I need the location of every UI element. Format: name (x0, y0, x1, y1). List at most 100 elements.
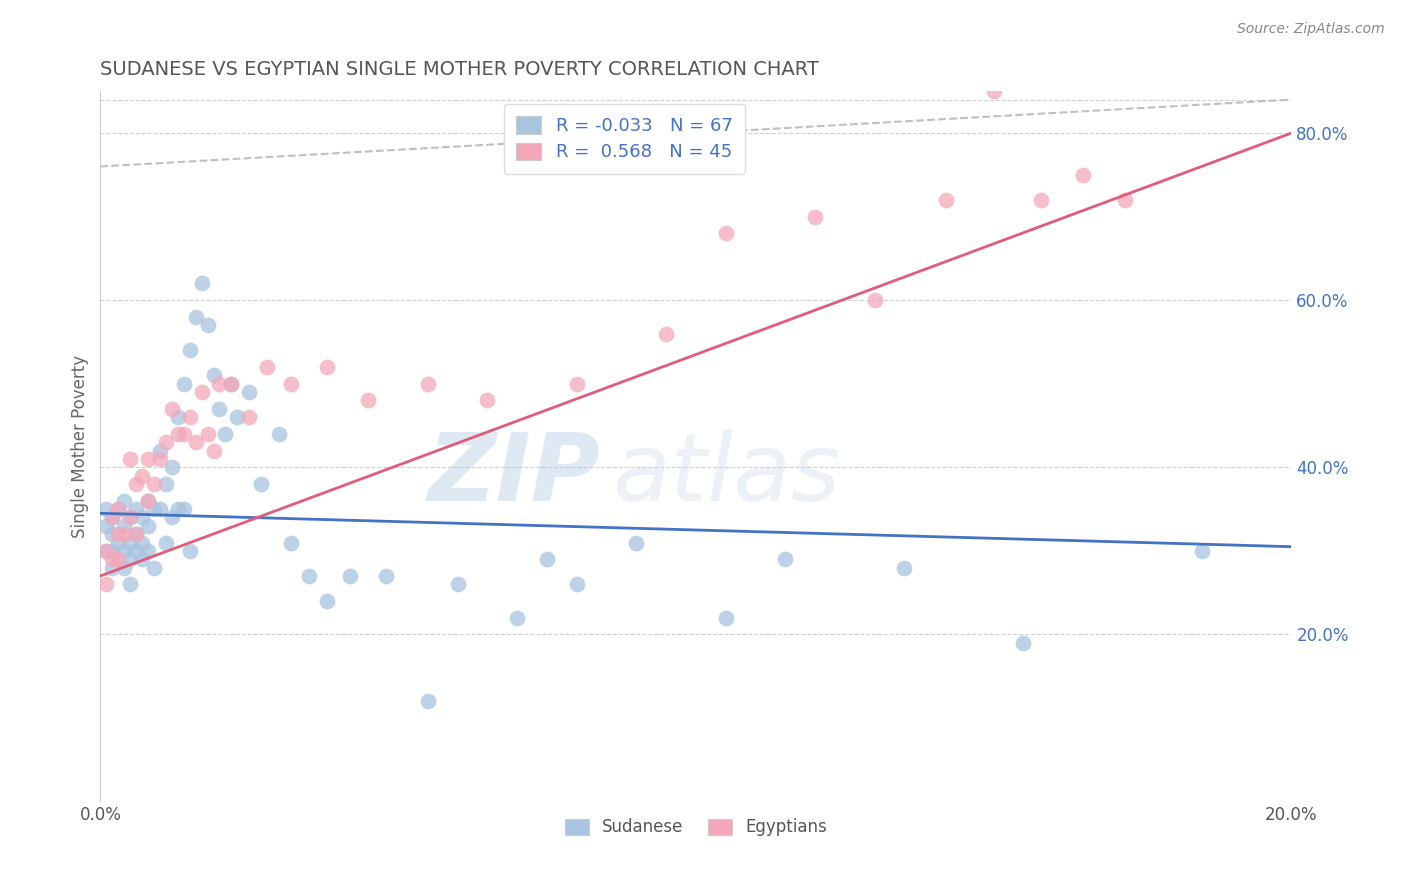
Point (112, 518, 135, 533)
Point (267, 426, 290, 441)
Point (184, 435, 207, 450)
Point (125, 527, 148, 541)
Point (773, 552, 796, 566)
Point (125, 502, 148, 516)
Point (155, 535, 177, 549)
Point (173, 376, 195, 391)
Point (315, 359, 337, 374)
Point (173, 426, 195, 441)
Point (131, 510, 153, 524)
Point (983, 84, 1005, 98)
Point (125, 477, 148, 491)
Point (101, 544, 124, 558)
Point (184, 310, 207, 324)
Point (149, 443, 172, 458)
Point (214, 426, 236, 441)
Point (565, 577, 588, 591)
Point (101, 560, 124, 574)
Point (101, 510, 124, 524)
Point (893, 560, 915, 574)
Point (416, 376, 439, 391)
Point (142, 502, 165, 516)
Point (96, 544, 118, 558)
Point (112, 544, 135, 558)
Point (120, 552, 142, 566)
Point (120, 510, 142, 524)
Text: atlas: atlas (613, 429, 841, 520)
Point (160, 510, 183, 524)
Point (120, 452, 142, 467)
Point (160, 460, 183, 475)
Text: Source: ZipAtlas.com: Source: ZipAtlas.com (1237, 22, 1385, 37)
Point (120, 510, 142, 524)
Point (238, 385, 260, 400)
Point (714, 227, 737, 241)
Point (179, 544, 201, 558)
Point (221, 376, 243, 391)
Point (173, 502, 195, 516)
Point (238, 410, 260, 425)
Point (280, 376, 302, 391)
Point (202, 368, 225, 383)
Point (190, 277, 212, 291)
Point (357, 393, 380, 408)
Point (136, 493, 159, 508)
Point (136, 452, 159, 467)
Point (506, 611, 529, 625)
Point (477, 393, 499, 408)
Point (179, 410, 201, 425)
Point (136, 544, 159, 558)
Point (1191, 544, 1213, 558)
Text: SUDANESE VS EGYPTIAN SINGLE MOTHER POVERTY CORRELATION CHART: SUDANESE VS EGYPTIAN SINGLE MOTHER POVER… (100, 60, 820, 78)
Point (125, 527, 148, 541)
Point (197, 318, 219, 333)
Point (626, 535, 648, 549)
Point (120, 577, 142, 591)
Point (112, 493, 135, 508)
Point (136, 493, 159, 508)
Point (202, 443, 225, 458)
Point (655, 326, 678, 341)
Point (131, 552, 153, 566)
Point (1031, 193, 1053, 207)
Point (298, 569, 321, 583)
Point (804, 210, 827, 224)
Point (250, 477, 273, 491)
Point (107, 502, 129, 516)
Point (339, 569, 361, 583)
Point (136, 518, 159, 533)
Point (107, 552, 129, 566)
Point (155, 477, 177, 491)
Point (131, 468, 153, 483)
Point (166, 426, 188, 441)
Point (1114, 193, 1136, 207)
Point (107, 502, 129, 516)
Point (96, 577, 118, 591)
Point (256, 359, 278, 374)
Point (96, 502, 118, 516)
Point (160, 401, 183, 416)
Point (226, 410, 249, 425)
Point (221, 376, 243, 391)
Point (166, 502, 188, 516)
Text: ZIP: ZIP (427, 429, 600, 521)
Point (107, 527, 129, 541)
Point (416, 694, 439, 708)
Point (101, 552, 124, 566)
Point (935, 193, 957, 207)
Point (208, 401, 231, 416)
Point (179, 343, 201, 358)
Point (208, 376, 231, 391)
Point (142, 477, 165, 491)
Point (714, 611, 737, 625)
Point (149, 502, 172, 516)
Point (375, 569, 398, 583)
Point (131, 535, 153, 549)
Point (107, 535, 129, 549)
Point (166, 410, 188, 425)
Point (197, 426, 219, 441)
Point (190, 385, 212, 400)
Point (125, 544, 148, 558)
Point (1012, 636, 1035, 650)
Y-axis label: Single Mother Poverty: Single Mother Poverty (72, 355, 89, 538)
